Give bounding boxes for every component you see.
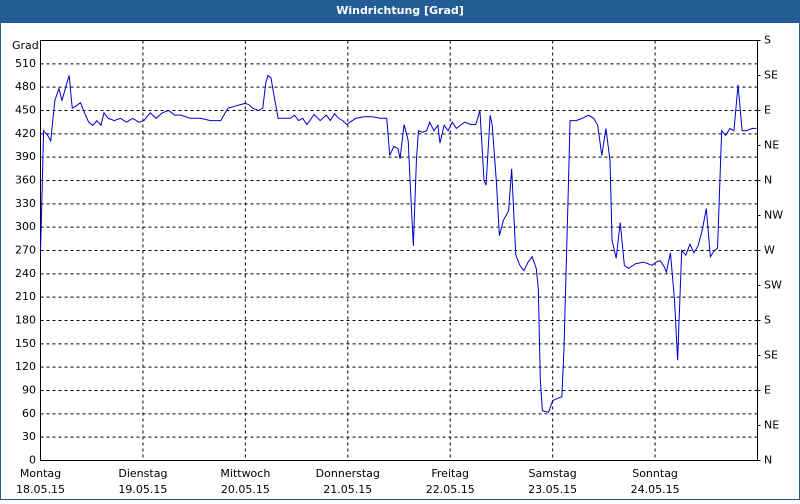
y-tick-label: 420 (15, 127, 36, 140)
y-tick-label: 270 (15, 244, 36, 257)
x-tick-date: 20.05.15 (221, 483, 270, 496)
y2-tick-label: N (764, 174, 772, 187)
x-tick-date: 18.05.15 (16, 483, 65, 496)
y2-tick-label: W (764, 244, 775, 257)
x-tick-label: Sonntag (632, 467, 678, 480)
title-bar (0, 0, 800, 22)
chart-title: Windrichtung [Grad] (336, 4, 464, 17)
y2-tick-label: E (764, 384, 771, 397)
y-tick-label: 90 (22, 384, 36, 397)
y-tick-label: 150 (15, 337, 36, 350)
y2-tick-label: SW (764, 279, 782, 292)
x-tick-date: 19.05.15 (118, 483, 167, 496)
x-tick-date: 24.05.15 (631, 483, 680, 496)
x-tick-label: Donnerstag (316, 467, 380, 480)
y2-tick-label: S (764, 314, 771, 327)
x-tick-label: Dienstag (118, 467, 167, 480)
y-tick-label: 180 (15, 314, 36, 327)
y-tick-label: 60 (22, 407, 36, 420)
y-tick-label: 0 (29, 454, 36, 467)
x-tick-date: 22.05.15 (426, 483, 475, 496)
y2-tick-label: NW (764, 209, 783, 222)
y-tick-label: 510 (15, 57, 36, 70)
series-line (40, 74, 757, 413)
y2-tick-label: NE (764, 139, 779, 152)
y-tick-label: 120 (15, 360, 36, 373)
y-tick-label: 210 (15, 290, 36, 303)
x-tick-date: 21.05.15 (323, 483, 372, 496)
y-tick-label: 30 (22, 430, 36, 443)
y-tick-label: 330 (15, 197, 36, 210)
y-axis-label: Grad (12, 39, 39, 52)
y-tick-label: 240 (15, 267, 36, 280)
y2-tick-label: NE (764, 419, 779, 432)
y-tick-label: 480 (15, 80, 36, 93)
y2-tick-label: SE (764, 349, 778, 362)
y-tick-label: 360 (15, 174, 36, 187)
x-tick-label: Mittwoch (220, 467, 270, 480)
x-tick-date: 23.05.15 (528, 483, 577, 496)
y2-tick-label: N (764, 454, 772, 467)
y2-tick-label: E (764, 104, 771, 117)
x-tick-label: Montag (20, 467, 61, 480)
y2-tick-label: S (764, 34, 771, 47)
x-tick-label: Samstag (529, 467, 577, 480)
x-tick-label: Freitag (431, 467, 469, 480)
y-tick-label: 450 (15, 104, 36, 117)
frame (0, 22, 800, 500)
y-tick-label: 390 (15, 150, 36, 163)
y2-tick-label: SE (764, 69, 778, 82)
y-tick-label: 300 (15, 220, 36, 233)
